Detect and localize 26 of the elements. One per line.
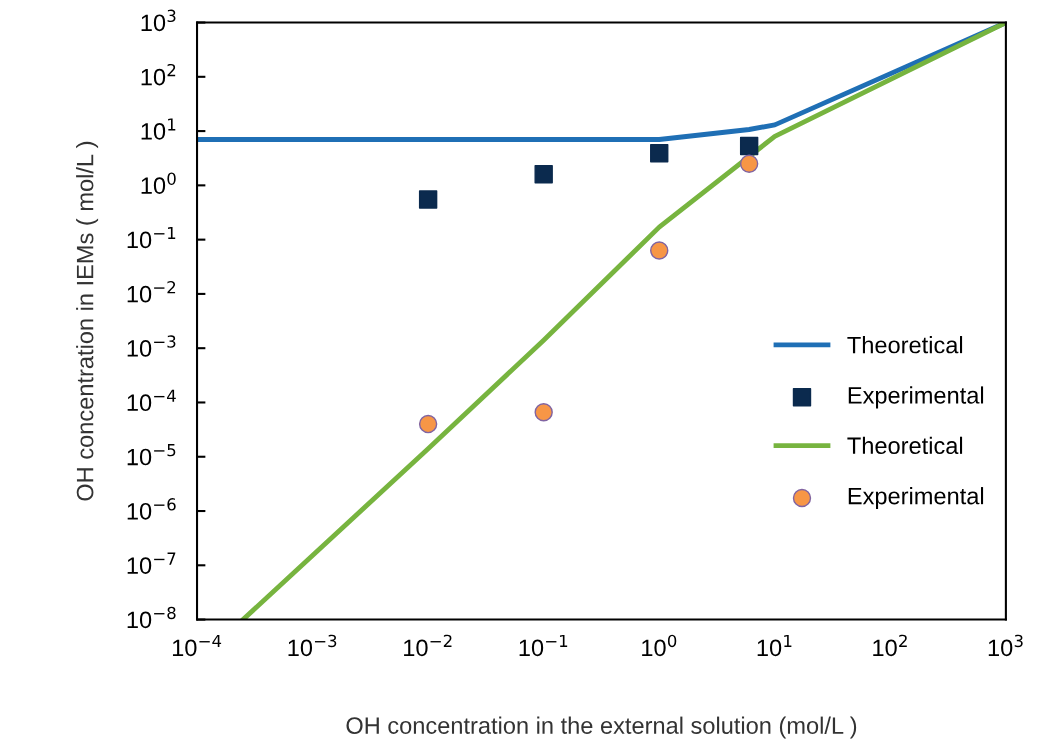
x-tick-label: 10$^{−3}$ — [288, 634, 337, 657]
legend-label: Theoretical — [847, 336, 963, 354]
x-tick-label: 10$^{0}$ — [642, 634, 677, 657]
y-tick-label: 10$^{−5}$ — [127, 444, 176, 466]
x-tick-label: 10$^{−1}$ — [519, 634, 568, 657]
y-tick-label: 10$^{−4}$ — [127, 389, 176, 412]
y-tick-label: 10$^{−6}$ — [127, 498, 176, 520]
x-tick-label: 10$^{3}$ — [988, 634, 1023, 657]
x-axis-title: OH concentration in the external solution (mol/L ) — [346, 716, 857, 739]
y-tick-label: 10$^{−1}$ — [127, 226, 176, 249]
x-tick-label: 10$^{2}$ — [873, 634, 907, 657]
y-axis-title: OH concentration in IEMs ( mol/L ) — [76, 141, 99, 501]
legend-label: Theoretical — [847, 436, 963, 455]
y-tick-label: 10$^{3}$ — [141, 9, 176, 32]
y-tick-label: 10$^{−8}$ — [127, 606, 176, 629]
y-tick-label: 10$^{1}$ — [141, 118, 176, 140]
y-tick-label: 10$^{0}$ — [141, 172, 176, 194]
y-tick-label: 10$^{2}$ — [141, 63, 176, 86]
y-tick-label: 10$^{−7}$ — [127, 552, 176, 574]
legend-label: Experimental — [848, 386, 984, 409]
x-tick-label: 10$^{−2}$ — [404, 634, 452, 657]
x-tick-label: 10$^{−4}$ — [172, 634, 222, 657]
legend-label: Experimental — [848, 487, 984, 510]
x-tick-label: 10$^{1}$ — [757, 634, 792, 657]
y-tick-label: 10$^{−3}$ — [127, 335, 176, 357]
y-tick-label: 10$^{−2}$ — [127, 280, 176, 303]
